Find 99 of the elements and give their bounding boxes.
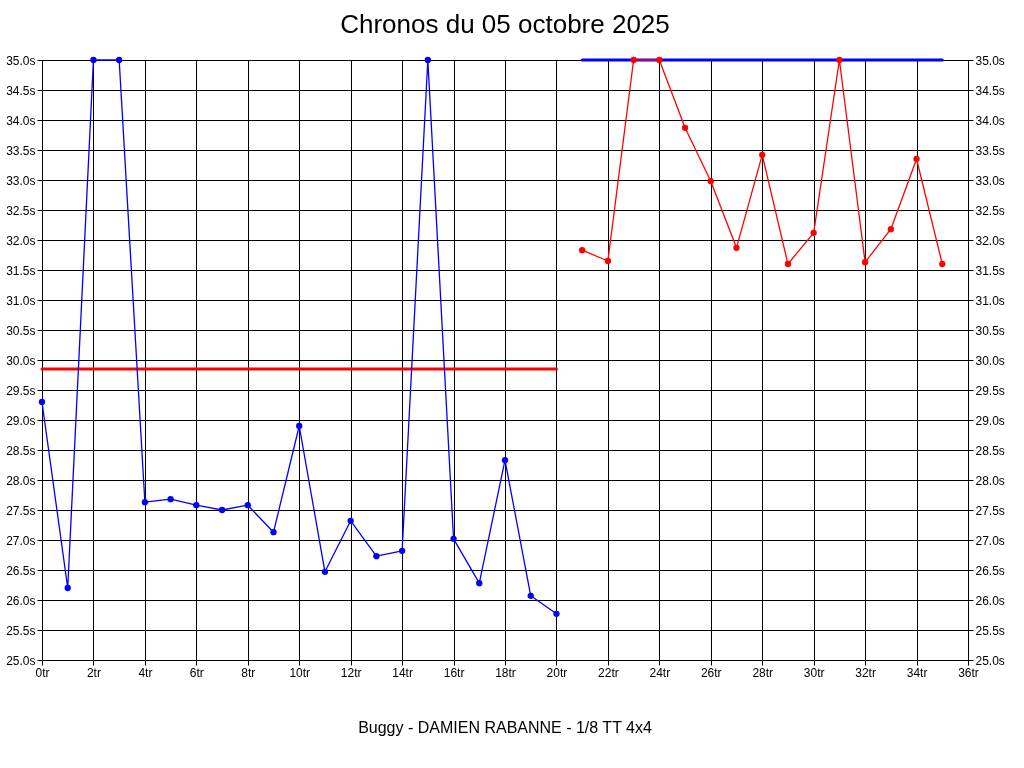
y2-tick-label: 28.0s bbox=[975, 473, 1005, 488]
y2-tick-label: 31.0s bbox=[975, 293, 1005, 308]
x-tick-label: 2tr bbox=[86, 665, 101, 680]
point bbox=[604, 257, 612, 265]
point bbox=[424, 56, 431, 64]
x-tick-label: 12tr bbox=[340, 665, 362, 680]
point bbox=[553, 610, 560, 617]
x-tick-label: 34tr bbox=[906, 665, 928, 680]
x-tick-label: 0tr bbox=[35, 665, 50, 680]
point bbox=[270, 529, 277, 536]
x-tick-label: 36tr bbox=[958, 665, 979, 680]
x-tick-label: 14tr bbox=[392, 665, 413, 680]
point bbox=[398, 547, 406, 554]
y-tick-label: 33.5s bbox=[6, 143, 36, 158]
point bbox=[784, 260, 792, 268]
y2-tick-label: 33.0s bbox=[975, 173, 1005, 188]
x-tick-label: 32tr bbox=[855, 665, 876, 680]
point bbox=[759, 151, 766, 158]
point bbox=[64, 584, 71, 592]
x-tick-label: 6tr bbox=[189, 665, 204, 680]
point bbox=[681, 124, 689, 131]
y-tick-label: 26.0s bbox=[6, 593, 36, 608]
point bbox=[887, 226, 894, 233]
y2-tick-label: 31.5s bbox=[975, 263, 1005, 278]
y2-tick-label: 27.5s bbox=[975, 503, 1005, 518]
y-tick-label: 35.0s bbox=[6, 53, 36, 68]
y-tick-label: 32.0s bbox=[6, 233, 36, 248]
point bbox=[733, 244, 740, 251]
x-tick-label: 20tr bbox=[546, 665, 568, 680]
point bbox=[707, 178, 714, 185]
y2-tick-label: 25.0s bbox=[975, 653, 1005, 668]
y2-tick-label: 32.5s bbox=[975, 203, 1005, 218]
x-tick-label: 22tr bbox=[598, 665, 619, 680]
point bbox=[501, 457, 509, 464]
text: Buggy - DAMIEN RABANNE - 1/8 TT 4x4 bbox=[358, 719, 652, 736]
x-tick-label: 18tr bbox=[495, 665, 516, 680]
y2-tick-label: 26.5s bbox=[975, 563, 1005, 578]
y2-tick-label: 26.0s bbox=[975, 593, 1005, 608]
y-tick-label: 27.5s bbox=[6, 503, 36, 518]
point bbox=[38, 398, 46, 406]
y-tick-label: 30.5s bbox=[6, 323, 36, 338]
y-tick-label: 29.0s bbox=[6, 413, 36, 428]
y-tick-label: 28.0s bbox=[6, 473, 36, 488]
y2-tick-label: 30.0s bbox=[975, 353, 1005, 368]
y-tick-label: 33.0s bbox=[6, 173, 36, 188]
point bbox=[836, 56, 843, 64]
y-tick-label: 34.0s bbox=[6, 113, 36, 128]
point bbox=[218, 506, 226, 514]
point bbox=[630, 56, 637, 64]
y-tick-label: 25.0s bbox=[6, 653, 36, 668]
point bbox=[450, 535, 457, 542]
point bbox=[913, 155, 920, 163]
y2-tick-label: 33.5s bbox=[975, 143, 1005, 158]
point bbox=[347, 517, 354, 524]
y2-tick-label: 32.0s bbox=[975, 233, 1005, 248]
y2-tick-label: 30.5s bbox=[975, 323, 1005, 338]
y-tick-label: 32.5s bbox=[6, 203, 36, 218]
x-tick-label: 30tr bbox=[803, 665, 825, 680]
x-tick-label: 16tr bbox=[443, 665, 465, 680]
x-tick-label: 26tr bbox=[700, 665, 722, 680]
y-tick-label: 34.5s bbox=[6, 83, 36, 98]
y2-tick-label: 27.0s bbox=[975, 533, 1005, 548]
y-tick-label: 29.5s bbox=[6, 383, 36, 398]
y2-tick-label: 34.0s bbox=[975, 113, 1005, 128]
point bbox=[116, 56, 123, 64]
y-tick-label: 31.0s bbox=[6, 293, 36, 308]
y-tick-label: 27.0s bbox=[6, 533, 36, 548]
point bbox=[167, 496, 174, 503]
y-tick-label: 28.5s bbox=[6, 443, 36, 458]
point bbox=[296, 422, 303, 430]
y-tick-label: 26.5s bbox=[6, 563, 36, 578]
x-tick-label: 10tr bbox=[289, 665, 311, 680]
point bbox=[939, 260, 946, 268]
y2-tick-label: 29.5s bbox=[975, 383, 1005, 398]
point bbox=[193, 502, 200, 509]
point bbox=[90, 56, 97, 64]
y2-tick-label: 25.5s bbox=[975, 623, 1005, 638]
point bbox=[373, 553, 380, 560]
point bbox=[656, 56, 663, 64]
x-tick-label: 24tr bbox=[649, 665, 671, 680]
point bbox=[476, 580, 483, 587]
y-tick-label: 25.5s bbox=[6, 623, 36, 638]
y2-tick-label: 35.0s bbox=[975, 53, 1005, 68]
y2-tick-label: 29.0s bbox=[975, 413, 1005, 428]
point bbox=[810, 229, 817, 236]
x-tick-label: 8tr bbox=[241, 665, 256, 680]
point bbox=[141, 499, 149, 506]
chart-title: Chronos du 05 octobre 2025 bbox=[340, 9, 670, 39]
point bbox=[861, 259, 869, 266]
y2-tick-label: 28.5s bbox=[975, 443, 1005, 458]
point bbox=[244, 502, 251, 509]
y-tick-label: 31.5s bbox=[6, 263, 36, 278]
point bbox=[321, 568, 329, 575]
point bbox=[579, 247, 586, 254]
point bbox=[527, 592, 534, 599]
x-tick-label: 4tr bbox=[138, 665, 153, 680]
y2-tick-label: 34.5s bbox=[975, 83, 1005, 98]
y-tick-label: 30.0s bbox=[6, 353, 36, 368]
x-tick-label: 28tr bbox=[752, 665, 774, 680]
